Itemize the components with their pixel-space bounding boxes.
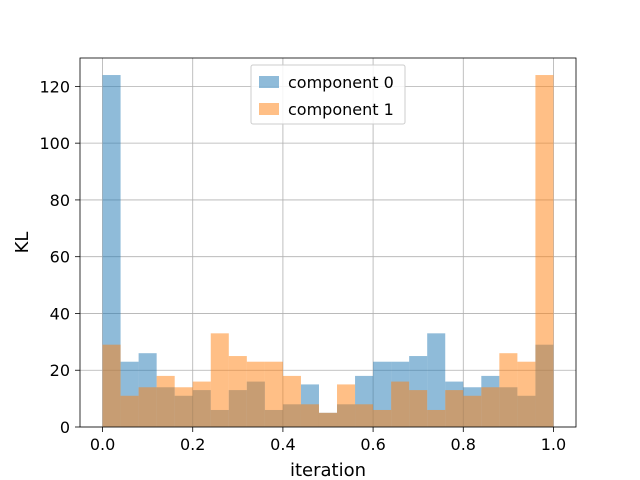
bar-component-1 [517,361,536,427]
axes-layer [79,57,577,428]
x-tick-label: 0.8 [451,435,476,454]
legend-swatch-component-0 [259,76,279,88]
bar-component-1 [246,361,265,427]
bar-component-1 [174,387,193,427]
bar-component-0 [427,333,446,427]
x-tick-label: 0.6 [360,435,385,454]
bar-component-1 [445,390,464,427]
bar-component-1 [228,356,247,427]
x-tick-label: 0.2 [180,435,205,454]
y-tick-label: 120 [39,77,70,96]
legend: component 0 component 1 [250,64,406,125]
y-tick-label: 40 [50,304,70,323]
x-tick-label: 0.0 [90,435,115,454]
bar-component-1 [391,381,410,427]
bar-component-1 [102,344,121,427]
y-tick-label: 0 [60,418,70,437]
bar-component-1 [337,384,356,427]
bar-component-1 [264,361,283,427]
bar-component-1 [318,412,338,427]
bar-component-1 [427,409,446,427]
bar-component-1 [192,381,211,427]
x-tick-label: 0.4 [270,435,295,454]
y-axis-label: KL [12,232,33,254]
bar-component-1 [138,387,157,427]
bar-component-1 [373,409,392,427]
bar-component-1 [409,390,428,427]
y-tick-label: 20 [50,361,70,380]
plot-frame [79,57,577,428]
legend-label-component-1: component 1 [288,100,394,119]
bar-component-1 [481,387,500,427]
bar-component-1 [355,404,374,427]
legend-swatch-component-1 [259,103,279,115]
bar-component-1 [282,375,301,427]
y-tick-label: 100 [39,134,70,153]
legend-label-component-0: component 0 [288,73,394,92]
y-tick-label: 80 [50,191,70,210]
bar-component-1 [463,395,482,427]
y-tick-label: 60 [50,248,70,267]
bar-component-1 [499,353,518,427]
bar-component-1 [210,333,229,427]
bar-component-1 [156,375,175,427]
ticks-layer: 0.0 0.2 0.4 0.6 0.8 1.0 0 20 40 60 80 100 120 [39,77,566,454]
x-axis-label: iteration [290,460,366,480]
bar-component-1 [535,75,554,428]
x-tick-label: 1.0 [541,435,566,454]
bar-component-0 [102,75,121,428]
bar-component-1 [300,404,319,427]
bars-layer [102,75,554,428]
legend-frame [250,64,406,125]
bar-component-1 [120,395,139,427]
